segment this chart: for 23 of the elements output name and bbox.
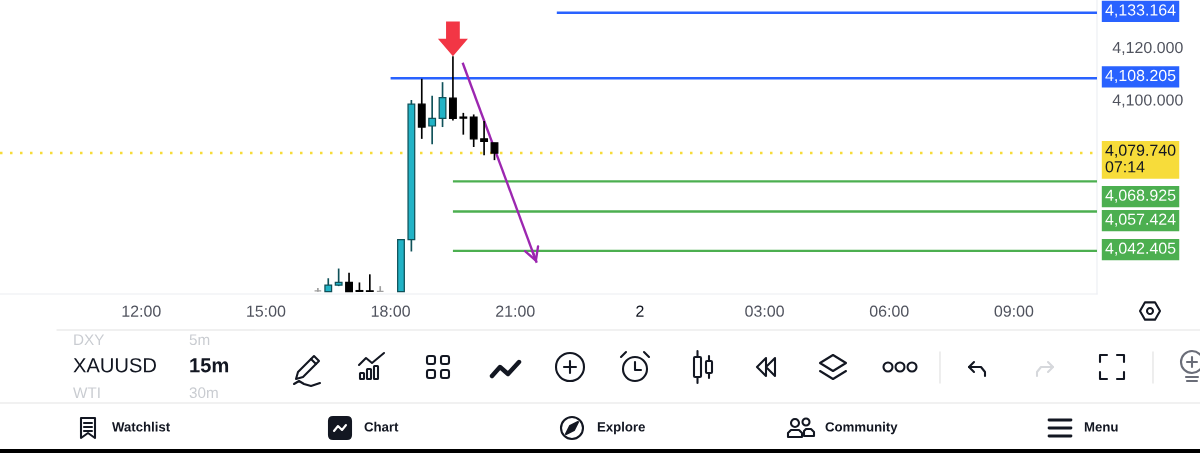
data-label: 4,133.164 (1105, 4, 1176, 18)
ref-line-label: 4,079.740 07:14 (1105, 144, 1176, 173)
x-tick-label: 06:00 (869, 305, 909, 317)
y-tick-label: 4,100.000 (1112, 94, 1183, 108)
y-tick-label: 4,120.000 (1112, 41, 1183, 56)
data-label: 4,068.925 (1105, 189, 1176, 203)
text: Watchlist (112, 421, 170, 432)
x-tick-label: 09:00 (994, 305, 1034, 317)
x-tick-label: 15:00 (247, 305, 286, 317)
text: Community (825, 421, 898, 435)
x-tick-label: 12:00 (122, 305, 161, 317)
data-label: 4,108.205 (1105, 69, 1176, 84)
text: 15m (190, 358, 229, 373)
text: Menu (1084, 422, 1118, 432)
x-tick-label: 21:00 (496, 305, 535, 317)
text: XAUUSD (73, 358, 156, 373)
x-tick-label: 2 (636, 305, 644, 317)
data-label: 4,057.424 (1105, 213, 1176, 227)
x-tick-label: 03:00 (745, 305, 784, 317)
x-tick-label: 18:00 (371, 305, 410, 317)
data-label: 4,042.405 (1105, 242, 1176, 256)
text: Explore (597, 421, 645, 435)
text: Chart (364, 421, 399, 432)
